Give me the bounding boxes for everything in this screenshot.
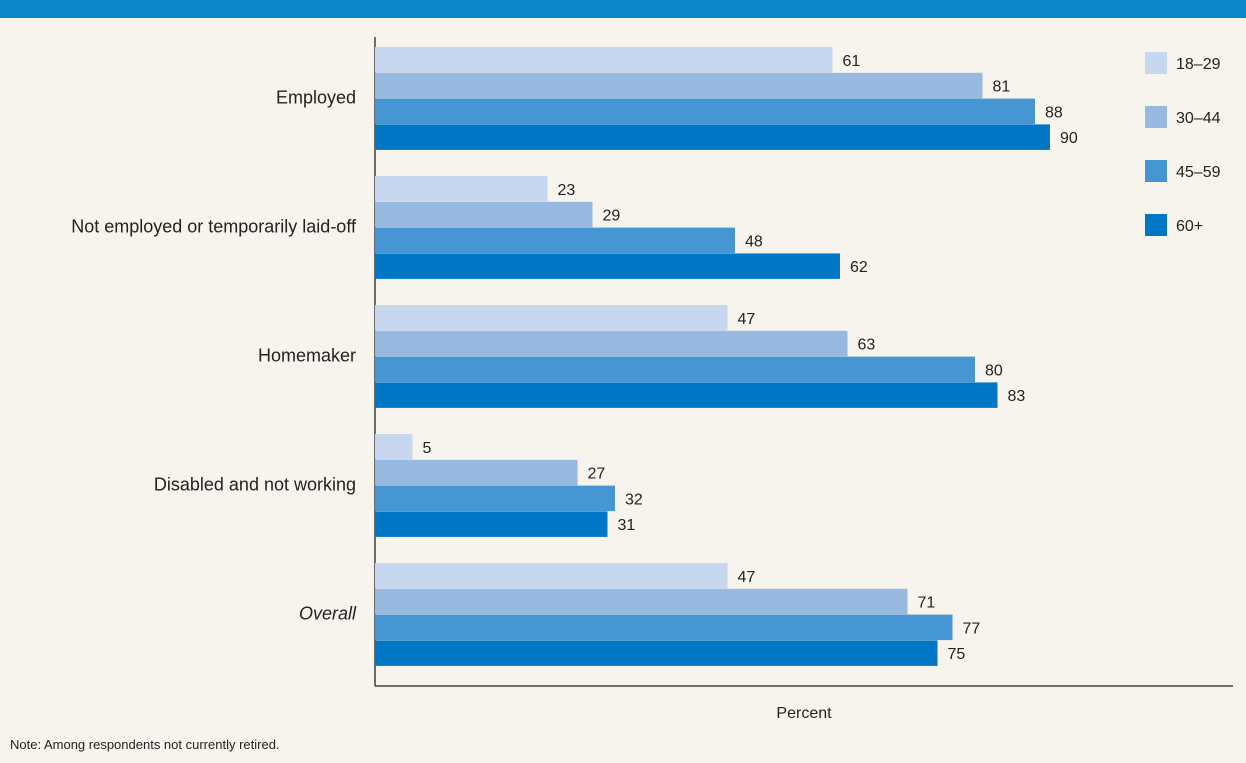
- header-bar: [0, 0, 1246, 18]
- bar: [375, 459, 578, 486]
- legend-label: 30–44: [1176, 110, 1221, 127]
- data-label: 80: [985, 362, 1003, 379]
- bar: [375, 434, 413, 460]
- bar: [375, 227, 735, 254]
- data-label: 63: [858, 337, 876, 354]
- chart-labels: Percent 61 81 88 90 Employed 23 29 48 62 Not emplo…: [71, 53, 1078, 722]
- chart-legend: 18–29 30–44 45–59 60+: [1145, 52, 1221, 236]
- data-label: 62: [850, 259, 868, 276]
- category-label: Disabled and not working: [154, 475, 356, 495]
- category-label: Employed: [276, 88, 356, 108]
- data-label: 27: [588, 466, 606, 483]
- data-label: 48: [745, 233, 763, 250]
- legend-label: 45–59: [1176, 164, 1221, 181]
- bar: [375, 356, 975, 383]
- bar: [375, 72, 983, 99]
- legend-swatch: [1145, 52, 1167, 74]
- category-label: Overall: [299, 604, 357, 624]
- chart-bars: [375, 47, 1050, 666]
- data-label: 47: [738, 311, 756, 328]
- legend-swatch: [1145, 160, 1167, 182]
- bar: [375, 305, 728, 331]
- data-label: 29: [603, 208, 621, 225]
- category-label: Not employed or temporarily laid-off: [71, 217, 357, 237]
- data-label: 83: [1008, 388, 1026, 405]
- data-label: 5: [423, 440, 432, 457]
- bar: [375, 640, 938, 666]
- data-label: 32: [625, 491, 643, 508]
- bar: [375, 485, 615, 512]
- data-label: 88: [1045, 104, 1063, 121]
- bar: [375, 98, 1035, 125]
- data-label: 61: [843, 53, 861, 70]
- bar: [375, 201, 593, 228]
- data-label: 31: [618, 517, 636, 534]
- data-label: 75: [948, 646, 966, 663]
- data-label: 71: [918, 595, 936, 612]
- bar: [375, 47, 833, 73]
- bar: [375, 176, 548, 202]
- legend-swatch: [1145, 106, 1167, 128]
- bar: [375, 253, 840, 279]
- data-label: 47: [738, 569, 756, 586]
- bar: [375, 563, 728, 589]
- legend-label: 60+: [1176, 218, 1203, 235]
- x-axis-label: Percent: [776, 705, 832, 722]
- data-label: 23: [558, 182, 576, 199]
- data-label: 77: [963, 620, 981, 637]
- bar: [375, 511, 608, 537]
- legend-label: 18–29: [1176, 56, 1221, 73]
- category-label: Homemaker: [258, 346, 356, 366]
- bar: [375, 124, 1050, 150]
- bar: [375, 614, 953, 641]
- bar: [375, 330, 848, 357]
- data-label: 90: [1060, 130, 1078, 147]
- legend-swatch: [1145, 214, 1167, 236]
- chart-note: Note: Among respondents not currently re…: [10, 737, 280, 752]
- bar: [375, 382, 998, 408]
- bar: [375, 588, 908, 615]
- data-label: 81: [993, 79, 1011, 96]
